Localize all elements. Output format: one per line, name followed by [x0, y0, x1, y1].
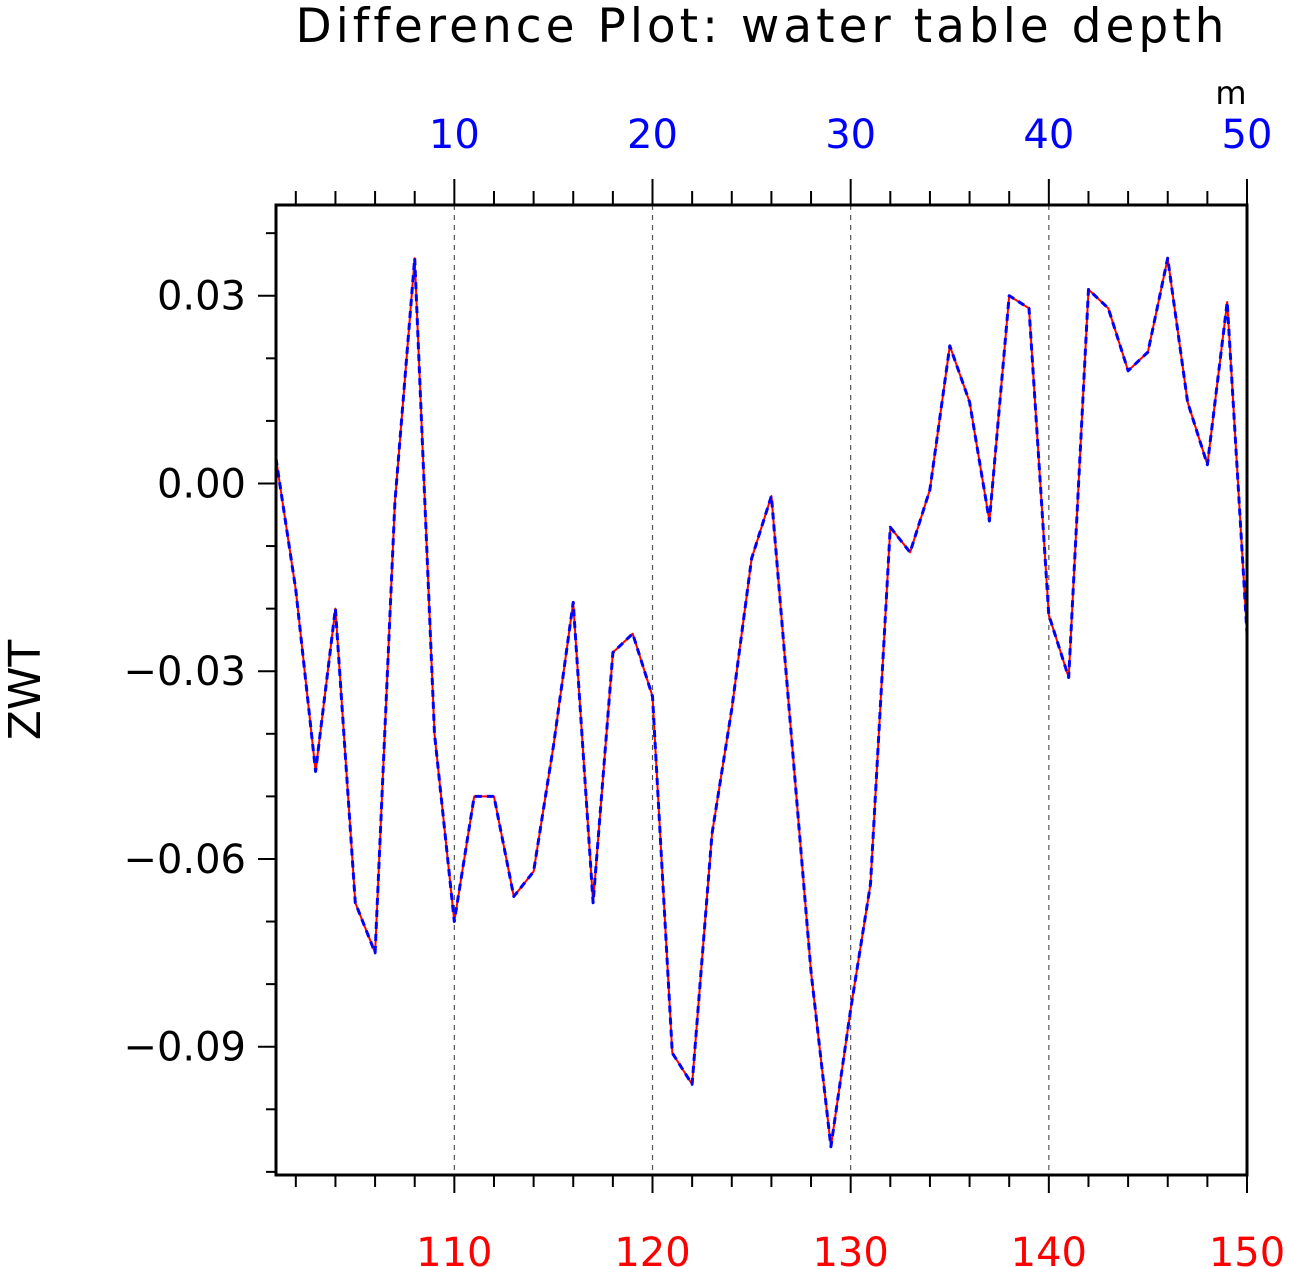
y-tick-label: 0.00 — [157, 461, 246, 507]
bottom-tick-label: 130 — [812, 1230, 888, 1267]
top-axis-unit-label: m — [1215, 74, 1246, 112]
grid-lines — [453, 205, 1050, 1175]
plot-frame — [274, 203, 1249, 1177]
y-tick-label: −0.06 — [123, 837, 246, 883]
chart-title: Difference Plot: water table depth — [296, 0, 1229, 54]
bottom-tick-label: 110 — [416, 1230, 492, 1267]
bottom-tick-label: 140 — [1011, 1230, 1087, 1267]
axis-tick-labels: 0.03 0.00 −0.03 −0.06 −0.09 110 120 130 140 150 10… — [123, 112, 1285, 1267]
bottom-tick-label: 120 — [614, 1230, 690, 1267]
series-layer — [274, 256, 1249, 1149]
top-tick-label: 20 — [627, 112, 678, 158]
y-tick-label: −0.03 — [123, 649, 246, 695]
series-line-1 — [274, 256, 1249, 1149]
top-tick-label: 40 — [1023, 112, 1074, 158]
top-tick-label: 50 — [1222, 112, 1273, 158]
top-tick-label: 30 — [825, 112, 876, 158]
y-tick-label: 0.03 — [157, 274, 246, 320]
y-tick-label: −0.09 — [123, 1025, 246, 1071]
axis-ticks — [258, 179, 1248, 1193]
bottom-tick-label: 150 — [1209, 1230, 1285, 1267]
y-axis-label: ZWT — [0, 640, 51, 741]
top-tick-label: 10 — [429, 112, 480, 158]
